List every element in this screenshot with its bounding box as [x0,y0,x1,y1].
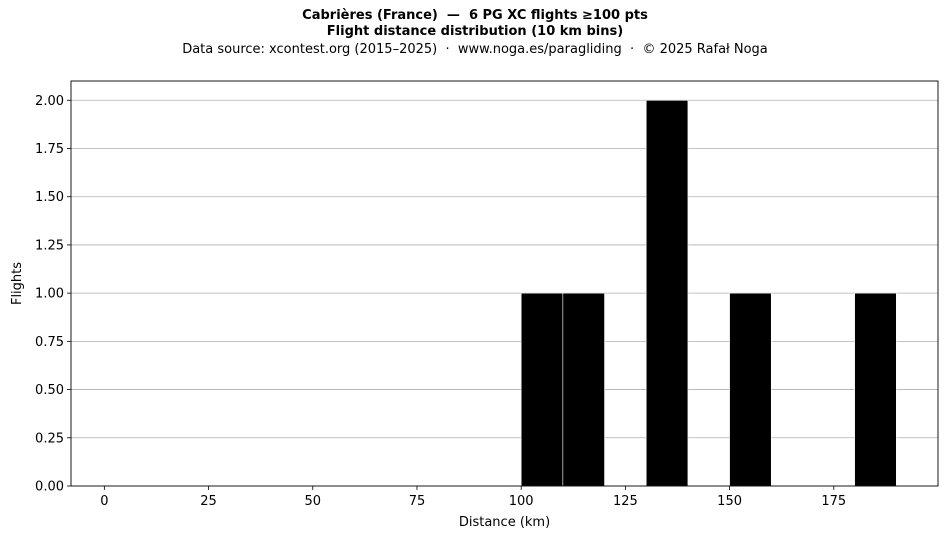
x-tick-label: 175 [821,494,846,509]
y-tick-label: 1.75 [35,142,64,157]
chart-title-line-1: Cabrières (France) — 6 PG XC flights ≥10… [302,8,648,23]
x-tick-label: 100 [509,494,534,509]
chart-title-line-2: Flight distance distribution (10 km bins… [326,24,624,39]
y-tick-label: 0.00 [35,480,64,495]
x-tick-label: 0 [100,494,108,509]
y-tick-label: 2.00 [35,94,64,109]
x-tick-label: 50 [304,494,321,509]
x-tick-label: 150 [717,494,742,509]
x-tick-label: 75 [409,494,426,509]
axes: 0.00 0.25 0.50 0.75 1.00 1.25 1.50 1.75 2.00 0 25 5… [35,80,939,509]
chart-subtitle: Data source: xcontest.org (2015–2025) · … [182,42,768,57]
histogram-bar [854,292,897,487]
x-axis-label: Distance (km) [459,515,550,530]
y-axis-label: Flights [10,262,25,305]
y-tick-label: 0.75 [35,335,64,350]
y-tick-label: 1.25 [35,238,64,253]
x-tick-label: 25 [200,494,217,509]
x-tick-label: 125 [613,494,638,509]
y-tick-label: 0.50 [35,383,64,398]
histogram-bar [520,292,564,487]
y-tick-label: 0.25 [35,431,64,446]
gridlines [71,99,938,439]
histogram-bar [729,292,772,487]
histogram-bar [645,99,689,487]
plot-frame [70,80,939,487]
chart-title-block: Cabrières (France) — 6 PG XC flights ≥10… [0,8,950,58]
y-tick-label: 1.00 [35,287,64,302]
y-tick-label: 1.50 [35,190,64,205]
histogram-bar [562,292,605,487]
